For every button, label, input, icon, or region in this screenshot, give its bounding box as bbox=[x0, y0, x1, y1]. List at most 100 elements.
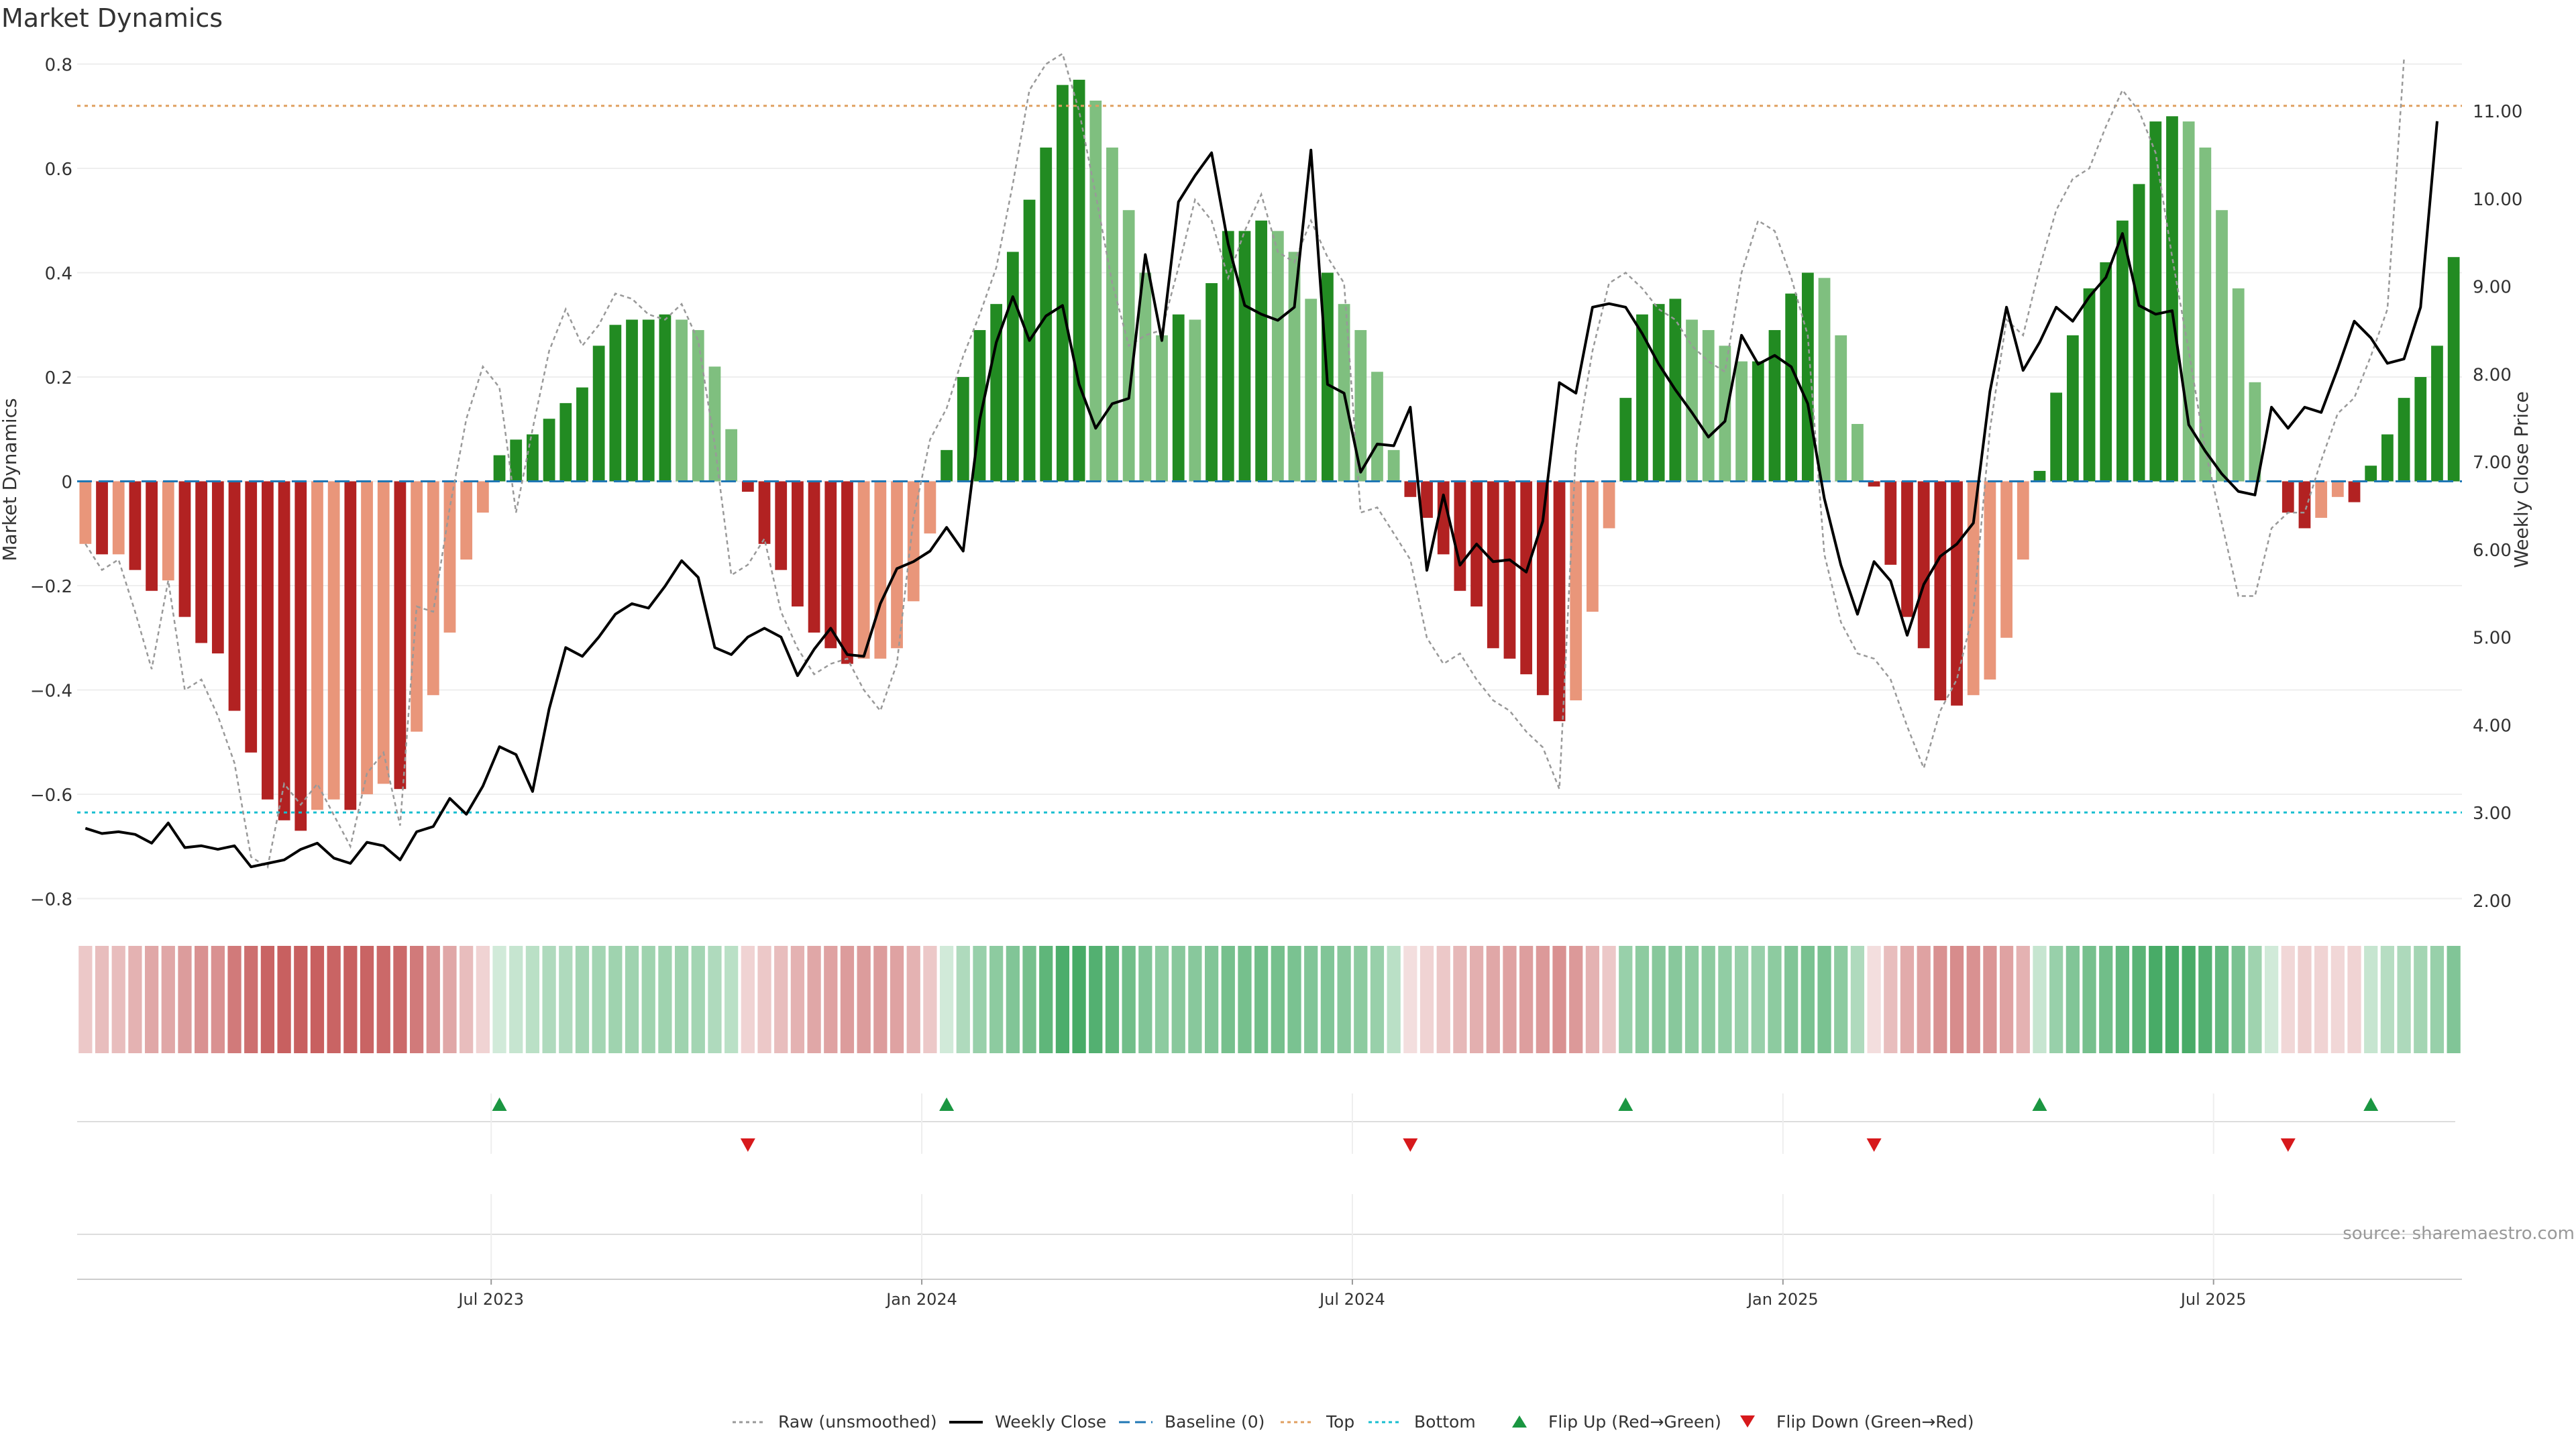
dynamics-bar-87 bbox=[1520, 481, 1533, 675]
y-tick-label-0: −0.8 bbox=[30, 890, 72, 910]
heatmap-cell-79 bbox=[1387, 946, 1401, 1053]
dynamics-bar-91 bbox=[1587, 481, 1599, 612]
heatmap-cell-142 bbox=[2430, 946, 2445, 1053]
heatmap-cell-134 bbox=[2298, 946, 2312, 1053]
heatmap-cell-41 bbox=[757, 946, 771, 1053]
heatmap-cell-126 bbox=[2165, 946, 2180, 1053]
legend-item-3: Top bbox=[1281, 1412, 1354, 1432]
dynamics-bar-14 bbox=[311, 481, 323, 810]
dynamics-bar-135 bbox=[2315, 481, 2328, 518]
heatmap-cell-92 bbox=[1602, 946, 1616, 1053]
dynamics-bar-125 bbox=[2149, 121, 2162, 482]
y-tick-label-6: 0.4 bbox=[45, 264, 72, 284]
dynamics-bar-30 bbox=[576, 387, 588, 482]
dynamics-bar-56 bbox=[1006, 252, 1019, 482]
heatmap-cell-45 bbox=[824, 946, 838, 1053]
heatmap-cell-83 bbox=[1453, 946, 1467, 1053]
dynamics-bar-31 bbox=[592, 345, 605, 482]
heatmap-cell-140 bbox=[2397, 946, 2411, 1053]
flip-up-marker-2 bbox=[1618, 1097, 1633, 1111]
heatmap-cell-72 bbox=[1271, 946, 1285, 1053]
y-axis-label: Market Dynamics bbox=[0, 398, 21, 561]
heatmap-cell-141 bbox=[2414, 946, 2428, 1053]
dynamics-bar-136 bbox=[2331, 481, 2344, 497]
dynamics-bar-105 bbox=[1818, 278, 1831, 482]
dynamics-bar-118 bbox=[2033, 470, 2046, 482]
heatmap-cell-51 bbox=[923, 946, 937, 1053]
heatmap-cell-61 bbox=[1089, 946, 1103, 1053]
heatmap-cell-127 bbox=[2182, 946, 2196, 1053]
heatmap-cell-52 bbox=[939, 946, 954, 1053]
heatmap-cell-87 bbox=[1519, 946, 1534, 1053]
legend-label-3: Top bbox=[1326, 1412, 1354, 1432]
y-tick-label-5: 0.2 bbox=[45, 368, 72, 388]
dynamics-bar-143 bbox=[2447, 257, 2460, 482]
heatmap-cell-64 bbox=[1138, 946, 1152, 1053]
heatmap-cell-60 bbox=[1072, 946, 1086, 1053]
x-tick-label-0: Jul 2023 bbox=[457, 1290, 524, 1309]
heatmap-cell-93 bbox=[1619, 946, 1633, 1053]
heatmap-cell-24 bbox=[476, 946, 490, 1053]
weekly-close-line bbox=[85, 121, 2438, 869]
heatmap-cell-76 bbox=[1337, 946, 1351, 1053]
flip-up-marker-4 bbox=[2363, 1097, 2379, 1111]
heatmap-cell-40 bbox=[741, 946, 755, 1053]
dynamics-bar-1 bbox=[96, 481, 108, 555]
dynamics-bar-103 bbox=[1785, 293, 1798, 482]
heatmap-cell-8 bbox=[211, 946, 225, 1053]
dynamics-bar-33 bbox=[626, 319, 638, 482]
flip-down-marker-3 bbox=[2280, 1138, 2296, 1152]
dynamics-bar-39 bbox=[725, 429, 738, 482]
dynamics-bar-141 bbox=[2414, 377, 2427, 482]
dynamics-bar-129 bbox=[2216, 210, 2228, 482]
dynamics-bar-67 bbox=[1189, 319, 1201, 482]
dynamics-bar-38 bbox=[708, 366, 721, 482]
heatmap-cell-17 bbox=[360, 946, 374, 1053]
x-axis: Jul 2023 Jan 2024 Jul 2024 Jan 2025 Jul 2025 bbox=[77, 1279, 2462, 1309]
dynamics-bar-72 bbox=[1271, 231, 1284, 482]
dynamics-bar-2 bbox=[112, 481, 125, 555]
heatmap-cell-3 bbox=[128, 946, 142, 1053]
dynamics-bar-124 bbox=[2133, 184, 2145, 482]
dynamics-bar-98 bbox=[1702, 330, 1715, 482]
heatmap-cell-113 bbox=[1949, 946, 1964, 1053]
heatmap-cell-63 bbox=[1122, 946, 1136, 1053]
heatmap-cell-44 bbox=[807, 946, 821, 1053]
dynamics-bar-92 bbox=[1603, 481, 1615, 529]
dynamics-bar-12 bbox=[278, 481, 290, 820]
dynamics-bar-95 bbox=[1652, 304, 1665, 482]
heatmap-cell-18 bbox=[376, 946, 390, 1053]
heatmap-cell-82 bbox=[1436, 946, 1450, 1053]
heatmap-cell-62 bbox=[1105, 946, 1120, 1053]
heatmap-cell-58 bbox=[1039, 946, 1053, 1053]
heatmap-cell-57 bbox=[1022, 946, 1036, 1053]
heatmap-cell-39 bbox=[724, 946, 739, 1053]
dynamics-bar-53 bbox=[957, 377, 969, 482]
heatmap-cell-128 bbox=[2198, 946, 2212, 1053]
y2-tick-label-6: 8.00 bbox=[2473, 365, 2512, 385]
dynamics-bar-114 bbox=[1967, 481, 1980, 696]
legend-label-1: Weekly Close bbox=[995, 1412, 1106, 1432]
dynamics-bar-17 bbox=[361, 481, 373, 794]
y-tick-label-2: −0.4 bbox=[30, 681, 72, 701]
dynamics-bar-9 bbox=[228, 481, 241, 711]
heatmap-cell-35 bbox=[658, 946, 672, 1053]
dynamics-bar-8 bbox=[211, 481, 224, 654]
dynamics-bar-59 bbox=[1057, 85, 1069, 482]
heatmap-cell-132 bbox=[2264, 946, 2279, 1053]
heatmap-cell-19 bbox=[393, 946, 407, 1053]
heatmap-cell-86 bbox=[1503, 946, 1517, 1053]
heatmap-cell-111 bbox=[1917, 946, 1931, 1053]
dynamics-bar-22 bbox=[443, 481, 456, 633]
dynamics-bar-126 bbox=[2166, 116, 2178, 482]
heatmap-cell-5 bbox=[161, 946, 175, 1053]
legend-label-0: Raw (unsmoothed) bbox=[778, 1412, 937, 1432]
heatmap-cell-20 bbox=[409, 946, 424, 1053]
flip-down-marker-0 bbox=[740, 1138, 755, 1152]
heatmap-cell-56 bbox=[1006, 946, 1020, 1053]
heatmap-cell-46 bbox=[840, 946, 855, 1053]
heatmap-cell-136 bbox=[2330, 946, 2345, 1053]
dynamics-bar-120 bbox=[2066, 335, 2079, 482]
dynamics-bar-32 bbox=[609, 325, 622, 482]
dynamics-bar-23 bbox=[460, 481, 473, 560]
